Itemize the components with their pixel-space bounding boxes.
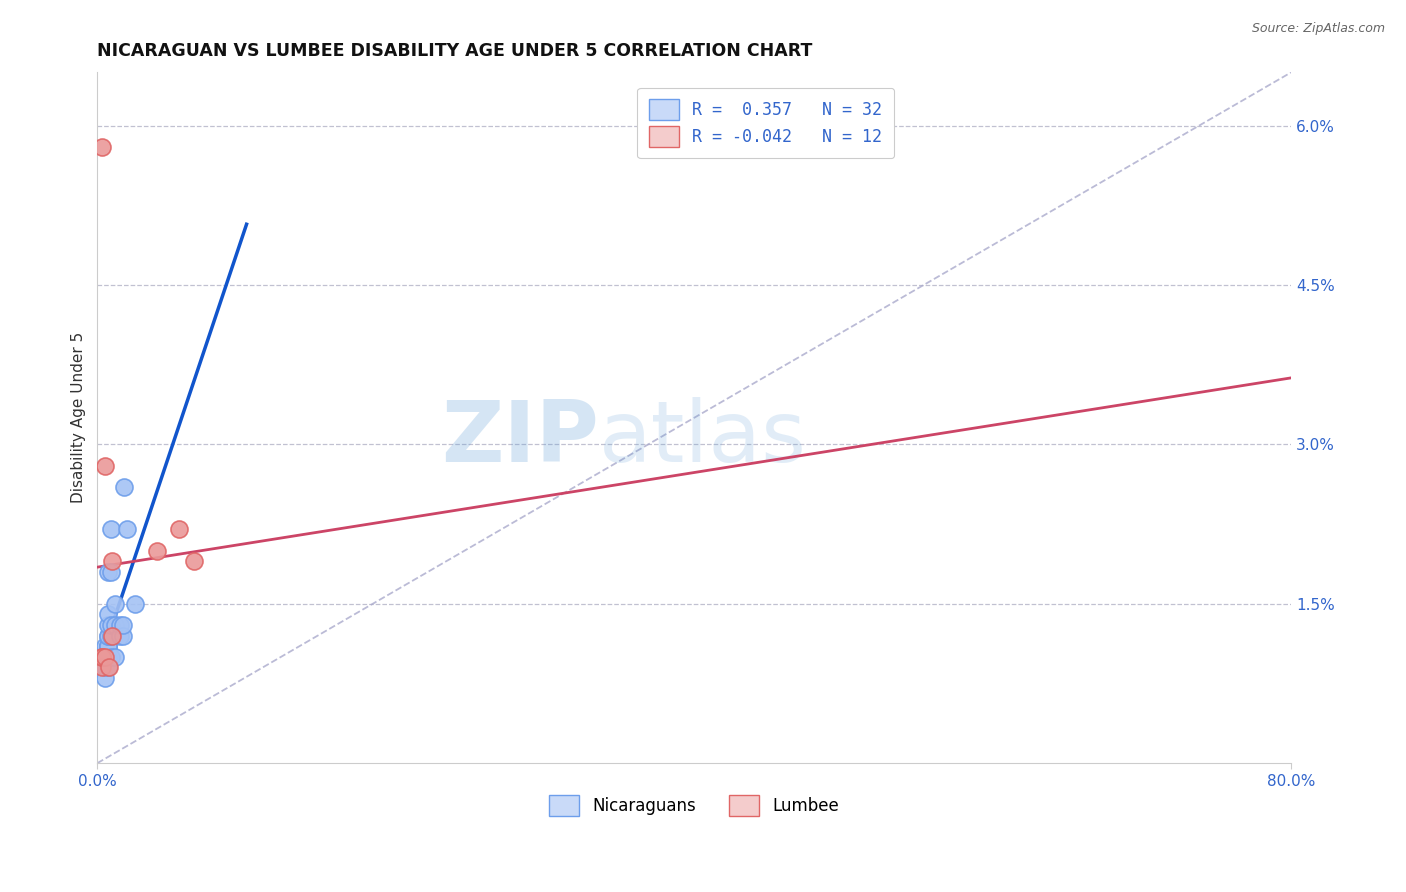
Point: [94, 660, 117, 674]
Point: [100, 649, 122, 664]
Point: [115, 522, 138, 536]
Point: [100, 565, 122, 579]
Point: [97, 565, 120, 579]
Point: [97, 660, 120, 674]
Point: [97, 639, 120, 653]
Point: [104, 597, 127, 611]
Point: [90, 649, 112, 664]
Legend: Nicaraguans, Lumbee: Nicaraguans, Lumbee: [540, 787, 848, 824]
Point: [94, 649, 117, 664]
Point: [104, 649, 127, 664]
Text: NICARAGUAN VS LUMBEE DISABILITY AGE UNDER 5 CORRELATION CHART: NICARAGUAN VS LUMBEE DISABILITY AGE UNDE…: [97, 42, 813, 60]
Point: [101, 629, 124, 643]
Point: [101, 554, 124, 568]
Y-axis label: Disability Age Under 5: Disability Age Under 5: [72, 332, 86, 503]
Point: [90, 649, 112, 664]
Point: [97, 607, 120, 622]
Point: [112, 480, 135, 494]
Point: [94, 639, 117, 653]
Point: [97, 639, 120, 653]
Point: [97, 629, 120, 643]
Point: [97, 649, 120, 664]
Point: [146, 543, 169, 558]
Point: [97, 618, 120, 632]
Point: [97, 649, 120, 664]
Point: [108, 629, 131, 643]
Point: [94, 649, 117, 664]
Point: [94, 458, 117, 473]
Point: [100, 618, 122, 632]
Point: [94, 649, 117, 664]
Point: [100, 522, 122, 536]
Text: atlas: atlas: [599, 397, 807, 480]
Text: Source: ZipAtlas.com: Source: ZipAtlas.com: [1251, 22, 1385, 36]
Point: [90, 140, 112, 154]
Point: [98, 660, 121, 674]
Point: [124, 597, 146, 611]
Point: [169, 522, 191, 536]
Text: ZIP: ZIP: [441, 397, 599, 480]
Point: [104, 618, 127, 632]
Point: [183, 554, 205, 568]
Point: [108, 618, 131, 632]
Point: [97, 629, 120, 643]
Point: [94, 671, 117, 685]
Point: [97, 639, 120, 653]
Point: [111, 629, 134, 643]
Point: [94, 649, 117, 664]
Point: [111, 618, 134, 632]
Point: [90, 660, 112, 674]
Point: [100, 629, 122, 643]
